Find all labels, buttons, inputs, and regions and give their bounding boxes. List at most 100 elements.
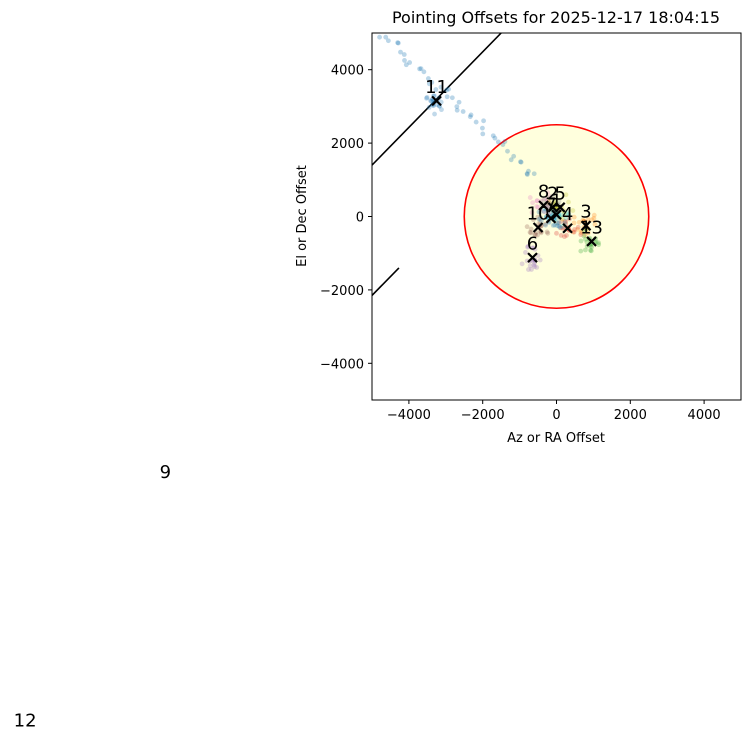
data-point: [558, 232, 564, 238]
data-point: [566, 212, 572, 217]
data-point: [518, 159, 524, 165]
data-point: [554, 230, 559, 236]
tolerance-circle: [463, 123, 650, 310]
data-point: [555, 220, 561, 226]
data-point: [572, 227, 577, 232]
data-point: [581, 233, 587, 239]
data-point: [562, 234, 567, 240]
y-axis-label: El or Dec Offset: [295, 165, 310, 267]
data-point: [401, 52, 407, 57]
data-point: [564, 210, 570, 216]
data-point: [429, 98, 434, 104]
data-point: [438, 84, 444, 90]
data-point: [558, 225, 564, 231]
data-point: [530, 200, 536, 206]
data-point: [508, 157, 514, 163]
diagonal-line: [372, 33, 502, 166]
pointing-marker: [554, 202, 566, 213]
data-point: [578, 230, 584, 236]
data-point: [557, 224, 563, 230]
data-point: [531, 171, 537, 177]
data-point: [591, 212, 597, 218]
data-point: [559, 219, 565, 224]
data-point: [446, 86, 452, 92]
data-point: [456, 99, 462, 105]
marker-label: 13: [580, 217, 603, 238]
data-point: [480, 131, 486, 137]
data-point: [559, 212, 565, 218]
data-point: [385, 38, 391, 44]
data-point: [454, 104, 460, 109]
x-tick-label: 4000: [688, 408, 721, 423]
pointing-marker: [527, 252, 538, 263]
y-tick-label: 0: [356, 211, 364, 226]
chart-title: Pointing Offsets for 2025-12-17 18:04:15: [392, 8, 720, 27]
data-point: [556, 220, 562, 225]
marker-label: 6: [527, 234, 538, 255]
data-point: [407, 60, 413, 65]
data-point: [402, 58, 407, 63]
pointing-marker: [431, 95, 442, 107]
data-point: [500, 142, 506, 148]
data-point: [444, 87, 449, 93]
data-point: [543, 222, 548, 228]
data-point: [554, 220, 560, 226]
data-point: [541, 197, 546, 203]
data-point: [528, 230, 534, 236]
data-point: [560, 225, 566, 231]
data-point: [542, 209, 548, 215]
pointing-marker: [532, 222, 544, 233]
data-point: [538, 215, 543, 220]
data-point: [505, 148, 510, 154]
data-point: [562, 210, 567, 216]
data-point: [449, 95, 455, 101]
data-point: [539, 218, 544, 224]
data-point: [527, 195, 533, 200]
data-point: [524, 171, 530, 176]
data-point: [511, 153, 517, 159]
data-point: [537, 209, 543, 215]
marker-label: 2: [547, 183, 558, 204]
data-point: [549, 193, 555, 199]
data-point: [578, 248, 584, 254]
data-point: [426, 104, 432, 110]
data-point: [582, 232, 588, 238]
data-point: [536, 209, 542, 215]
data-point: [589, 244, 594, 250]
data-point: [575, 226, 580, 232]
data-point: [531, 217, 536, 223]
data-point: [563, 215, 569, 221]
data-point: [532, 231, 538, 237]
data-point: [545, 195, 551, 201]
data-point: [542, 221, 548, 227]
data-point: [480, 125, 485, 131]
data-point: [583, 247, 588, 253]
data-point: [571, 214, 577, 220]
data-point: [418, 66, 424, 71]
marker-label: 11: [425, 77, 448, 98]
data-point: [424, 94, 430, 100]
data-point: [533, 232, 538, 238]
data-point: [588, 247, 593, 253]
outside-label-layer: 9 12: [14, 462, 171, 731]
data-point: [570, 229, 576, 235]
data-point: [588, 248, 594, 254]
data-point: [534, 198, 540, 204]
y-tick-label: −4000: [320, 357, 364, 372]
data-point: [492, 135, 498, 141]
data-point: [537, 257, 543, 263]
data-point: [524, 172, 530, 177]
data-point: [525, 243, 531, 249]
data-point: [556, 223, 562, 229]
x-axis-label: Az or RA Offset: [507, 431, 605, 446]
pointing-marker: [562, 222, 573, 234]
data-point: [444, 94, 450, 100]
pointing-marker: [580, 220, 592, 231]
data-point: [592, 222, 598, 227]
axes-layer: −4000 −2000 0 2000 4000 −4000 −2000 0 2000 4000: [320, 64, 721, 423]
data-point: [439, 107, 444, 113]
data-point: [519, 261, 525, 267]
data-point: [425, 76, 431, 81]
data-point: [563, 192, 569, 198]
